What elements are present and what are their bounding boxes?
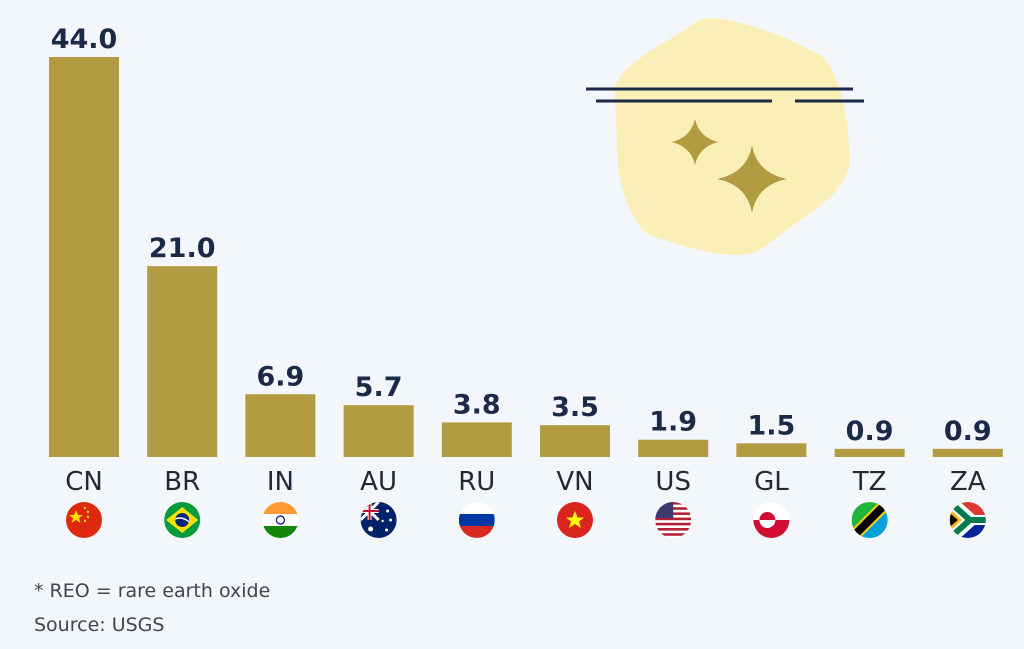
category-label-za: ZA (950, 467, 986, 497)
bar-vn (540, 425, 610, 457)
flag-za-icon (949, 502, 986, 538)
category-label-gl: GL (754, 467, 789, 497)
value-label-us: 1.9 (649, 407, 697, 438)
value-labels-group: 44.0 21.0 6.9 5.7 3.8 3.5 1.9 1.5 0.9 0.9 (51, 24, 992, 447)
category-label-au: AU (360, 467, 397, 497)
sparkle-decoration (586, 18, 864, 255)
value-label-tz: 0.9 (846, 416, 894, 447)
value-label-gl: 1.5 (747, 410, 795, 441)
category-label-vn: VN (556, 467, 593, 497)
flag-vn-icon (557, 502, 593, 538)
flags-group (66, 502, 986, 538)
category-label-tz: TZ (852, 467, 887, 497)
value-label-br: 21.0 (149, 233, 216, 264)
value-label-vn: 3.5 (551, 392, 599, 423)
bar-tz (834, 448, 905, 457)
footnote-reo: * REO = rare earth oxide (34, 580, 271, 602)
bars-group (49, 57, 1003, 457)
category-labels-group: CN BR IN AU RU VN US GL TZ ZA (65, 467, 986, 497)
category-label-cn: CN (65, 467, 103, 497)
bar-br (147, 266, 218, 457)
flag-in-icon (262, 502, 299, 538)
bar-us (638, 439, 709, 457)
flag-tz-icon (851, 502, 888, 538)
flag-au-icon (360, 502, 397, 538)
value-label-za: 0.9 (944, 416, 992, 447)
category-label-in: IN (267, 467, 294, 497)
bar-ru (441, 422, 512, 457)
category-label-ru: RU (458, 467, 495, 497)
value-label-au: 5.7 (355, 372, 403, 403)
value-label-in: 6.9 (256, 361, 304, 392)
source-note: Source: USGS (34, 614, 165, 636)
bar-in (245, 394, 316, 457)
value-label-ru: 3.8 (453, 389, 501, 420)
bar-au (343, 405, 414, 457)
bar-cn (49, 57, 119, 457)
flag-cn-icon (66, 502, 102, 538)
bar-gl (736, 443, 807, 457)
flag-us-icon (655, 502, 692, 538)
bar-za (932, 448, 1003, 457)
value-label-cn: 44.0 (51, 24, 118, 55)
flag-br-icon (164, 502, 201, 538)
flag-ru-icon (458, 502, 495, 538)
category-label-br: BR (164, 467, 200, 497)
category-label-us: US (655, 467, 691, 497)
flag-gl-icon (753, 502, 790, 538)
